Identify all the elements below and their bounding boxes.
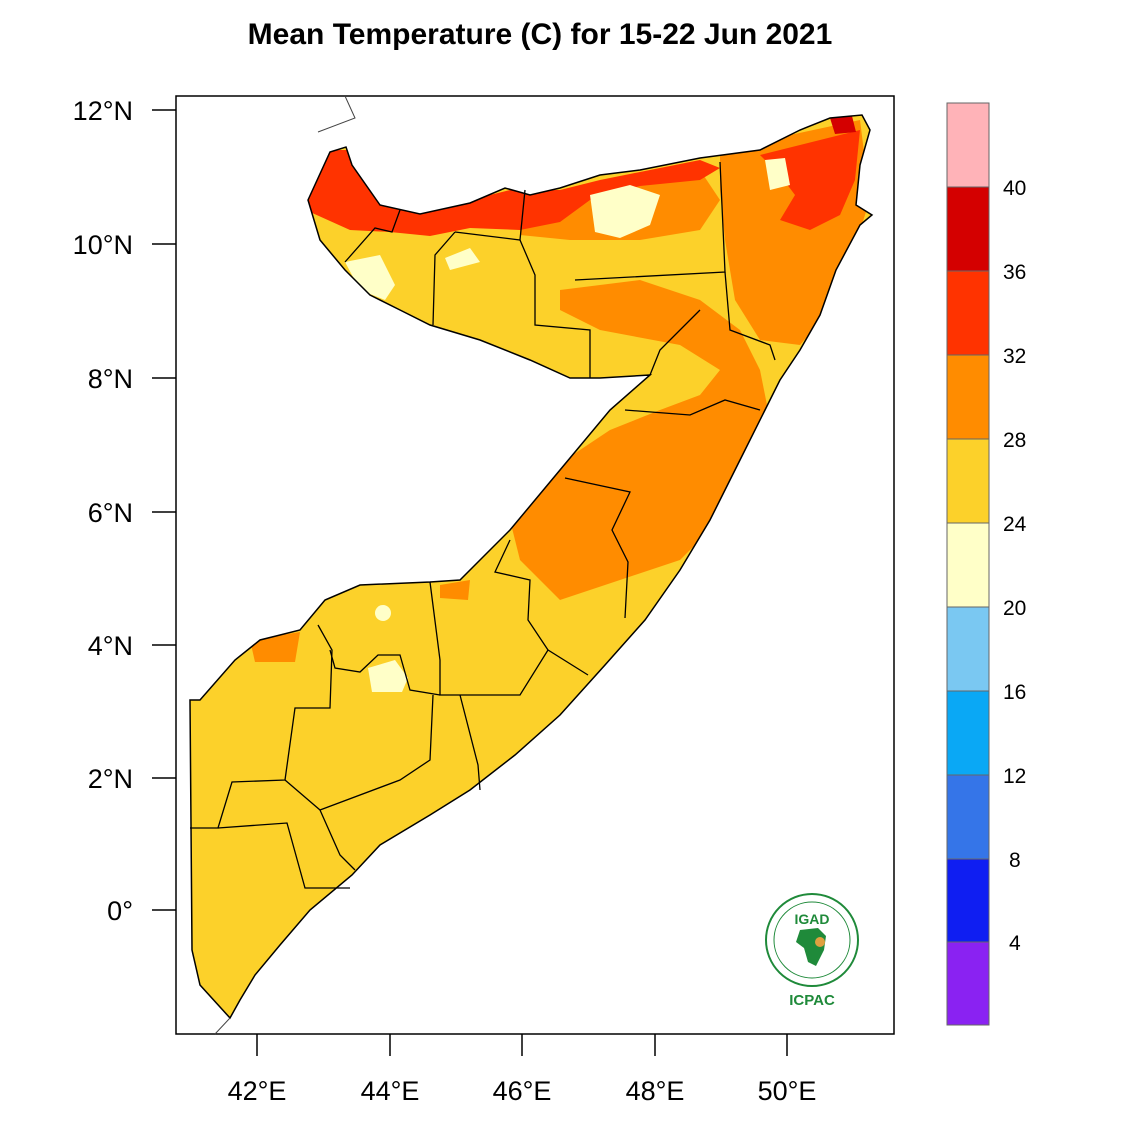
lat-tick-label: 0° [107, 896, 133, 926]
colorbar-label: 32 [1003, 345, 1026, 368]
colorbar-bin [946, 774, 990, 860]
colorbar-bin [946, 522, 990, 608]
colorbar-label: 4 [1009, 932, 1021, 955]
colorbar-bin [946, 438, 990, 524]
colorbar-label: 40 [1003, 177, 1026, 200]
lon-tick-label: 46°E [493, 1076, 552, 1106]
colorbar-label: 24 [1003, 513, 1027, 536]
colorbar-labels: 40 36 32 28 24 20 16 12 8 4 [1003, 177, 1027, 955]
lon-tick-label: 44°E [361, 1076, 420, 1106]
neighbour-border [214, 95, 356, 1035]
lat-tick-label: 8°N [88, 364, 133, 394]
lon-tick-labels: 42°E 44°E 46°E 48°E 50°E [228, 1076, 817, 1106]
country-outline [189, 114, 874, 1020]
colorbar-label: 28 [1003, 429, 1026, 452]
admin-boundaries [190, 161, 776, 889]
lat-tick-label: 12°N [73, 96, 133, 126]
colorbar-bin [946, 690, 990, 776]
logo-bottom-text: ICPAC [789, 992, 835, 1009]
lat-tick-label: 6°N [88, 498, 133, 528]
lat-tick-label: 2°N [88, 764, 133, 794]
lon-tick-label: 42°E [228, 1076, 287, 1106]
colorbar [946, 102, 990, 1026]
colorbar-label: 12 [1003, 765, 1026, 788]
lat-tick-labels: 12°N 10°N 8°N 6°N 4°N 2°N 0° [73, 96, 133, 926]
colorbar-bin [946, 186, 990, 272]
logo-top-text: IGAD [795, 911, 830, 927]
colorbar-bin [946, 606, 990, 692]
colorbar-bin [946, 858, 990, 943]
colorbar-label: 16 [1003, 681, 1026, 704]
colorbar-label: 36 [1003, 261, 1026, 284]
map-title: Mean Temperature (C) for 15-22 Jun 2021 [247, 18, 833, 51]
lon-axis [256, 1034, 788, 1056]
colorbar-label: 8 [1009, 849, 1021, 872]
colorbar-bin [946, 102, 990, 188]
colorbar-bin [946, 270, 990, 356]
lat-tick-label: 10°N [73, 230, 133, 260]
lat-tick-label: 4°N [88, 631, 133, 661]
colorbar-bin [946, 354, 990, 440]
lon-tick-label: 50°E [758, 1076, 817, 1106]
colorbar-bin [946, 941, 990, 1026]
colorbar-label: 20 [1003, 597, 1026, 620]
lon-tick-label: 48°E [626, 1076, 685, 1106]
igad-icpac-logo: IGAD ICPAC [765, 893, 859, 1009]
lat-axis [152, 109, 176, 911]
